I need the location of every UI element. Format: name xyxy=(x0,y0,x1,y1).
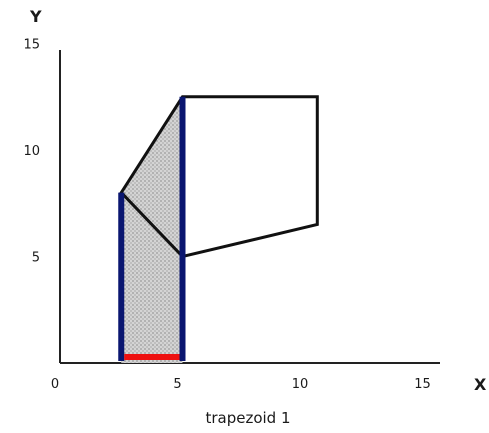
x-tick-label: 15 xyxy=(414,377,431,392)
y-tick-label: 15 xyxy=(23,38,40,53)
x-tick-label: 5 xyxy=(173,377,181,392)
y-tick-label: 5 xyxy=(32,251,40,266)
x-tick-labels: 0 5 10 15 xyxy=(51,377,431,392)
y-tick-label: 10 xyxy=(23,144,40,159)
x-tick-label: 0 xyxy=(51,377,59,392)
polygon-outline xyxy=(119,95,319,259)
y-axis-label: Y xyxy=(29,7,42,26)
y-tick-labels: 5 10 15 xyxy=(23,38,40,266)
figure-caption: trapezoid 1 xyxy=(205,409,290,427)
x-axis-label: X xyxy=(474,375,487,394)
x-tick-label: 10 xyxy=(292,377,309,392)
shaded-trapezoid xyxy=(121,96,183,364)
